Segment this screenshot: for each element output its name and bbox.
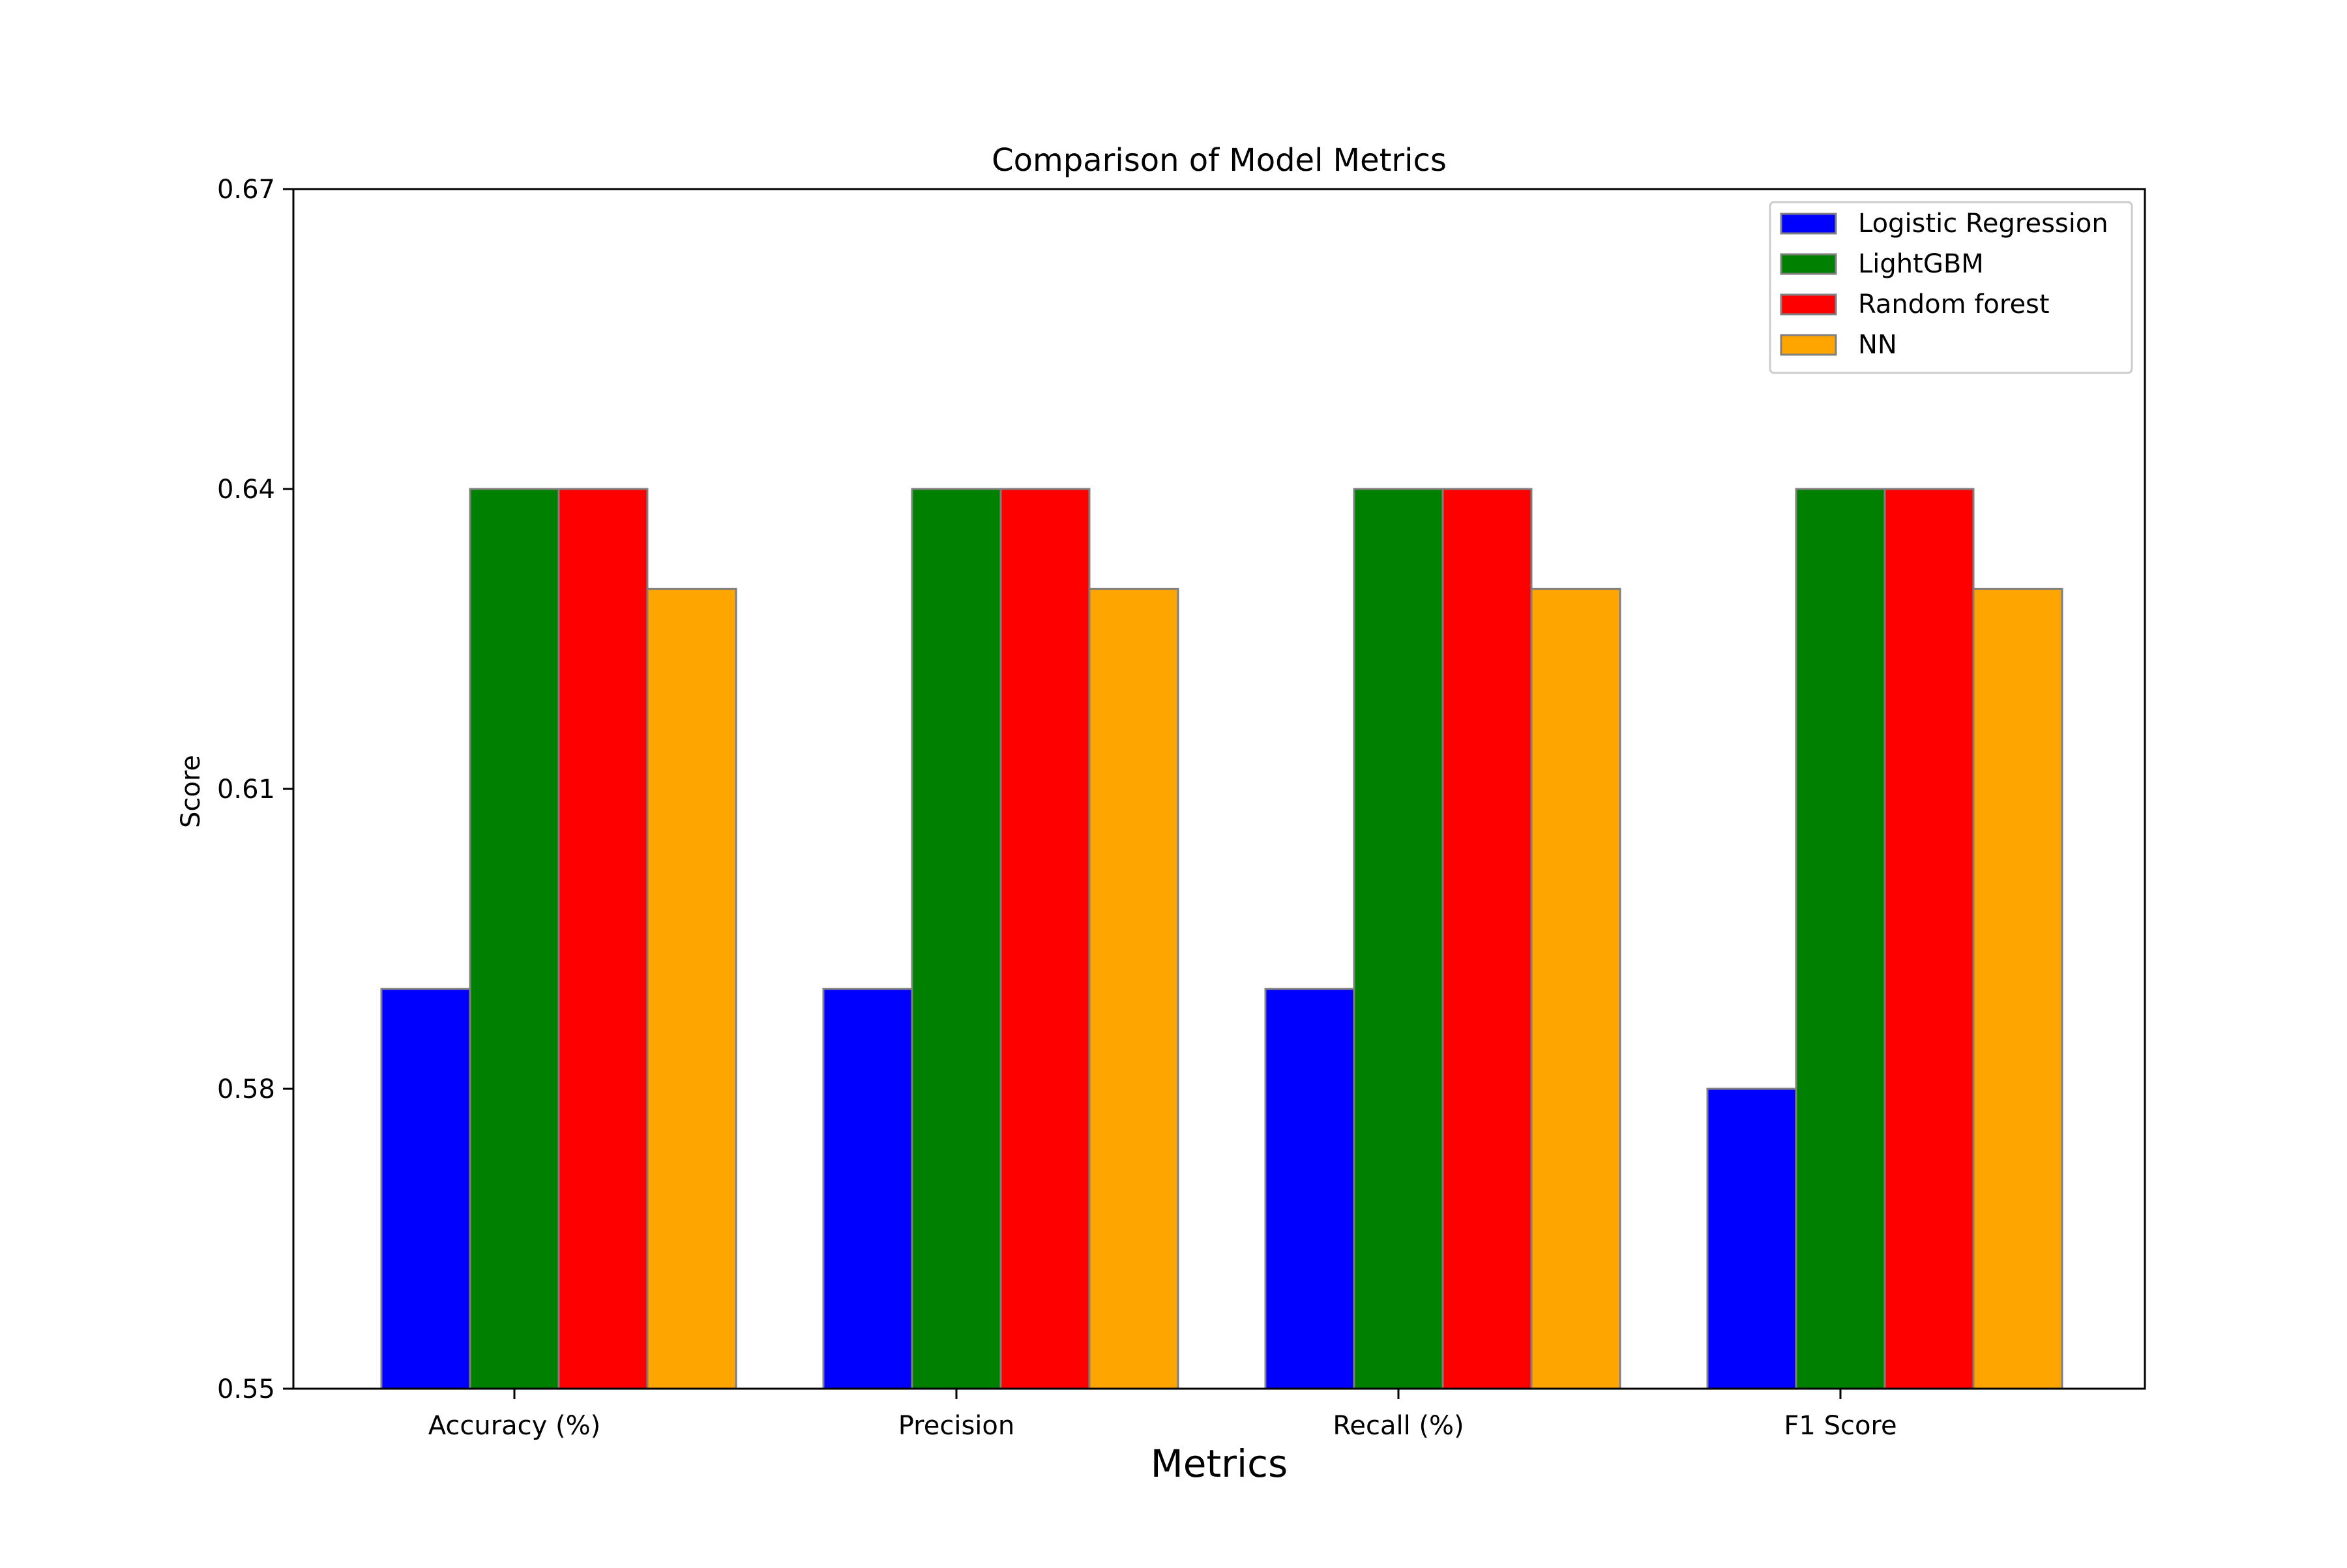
legend-label-2: Random forest	[1858, 289, 2050, 319]
legend: Logistic Regression LightGBM Random forest…	[1769, 201, 2133, 374]
y-tick-label-4: 0.67	[217, 175, 275, 205]
bar-1-1	[911, 488, 1002, 1390]
bar-3-3	[1972, 587, 2063, 1390]
legend-label-3: NN	[1858, 330, 1897, 360]
y-axis-title: Score	[176, 755, 206, 828]
legend-swatch-2	[1780, 293, 1837, 316]
legend-label-1: LightGBM	[1858, 249, 1984, 279]
bar-2-0	[557, 488, 649, 1390]
bar-3-2	[1530, 587, 1621, 1390]
legend-swatch-1	[1780, 253, 1837, 275]
bar-2-2	[1441, 488, 1533, 1390]
bar-0-1	[822, 988, 913, 1390]
bars-layer	[380, 488, 2063, 1390]
bar-1-0	[469, 488, 560, 1390]
legend-swatch-3	[1780, 334, 1837, 356]
legend-frame	[1769, 201, 2133, 374]
bar-0-2	[1264, 988, 1355, 1390]
y-tick-label-1: 0.58	[217, 1074, 275, 1104]
y-tick-label-0: 0.55	[217, 1374, 275, 1404]
bar-0-3	[1706, 1087, 1797, 1390]
chart-title: Comparison of Model Metrics	[992, 142, 1447, 179]
x-axis: Accuracy (%) Precision Recall (%) F1 Score	[428, 1389, 1897, 1441]
bar-0-0	[380, 988, 471, 1390]
y-tick-label-2: 0.61	[217, 775, 275, 805]
x-tick-label-0: Accuracy (%)	[428, 1411, 601, 1441]
bar-3-1	[1088, 587, 1179, 1390]
x-tick-label-1: Precision	[898, 1411, 1014, 1441]
y-tick-label-3: 0.64	[217, 475, 275, 505]
bar-1-2	[1353, 488, 1444, 1390]
bar-2-3	[1883, 488, 1975, 1390]
x-tick-label-2: Recall (%)	[1333, 1411, 1464, 1441]
legend-label-0: Logistic Regression	[1858, 209, 2108, 239]
bar-3-0	[646, 587, 737, 1390]
y-axis: 0.55 0.58 0.61 0.64 0.67	[217, 175, 293, 1404]
legend-swatch-0	[1780, 213, 1837, 235]
x-tick-label-3: F1 Score	[1784, 1411, 1897, 1441]
x-axis-title: Metrics	[1151, 1442, 1288, 1486]
bar-2-1	[999, 488, 1091, 1390]
bar-1-3	[1795, 488, 1886, 1390]
